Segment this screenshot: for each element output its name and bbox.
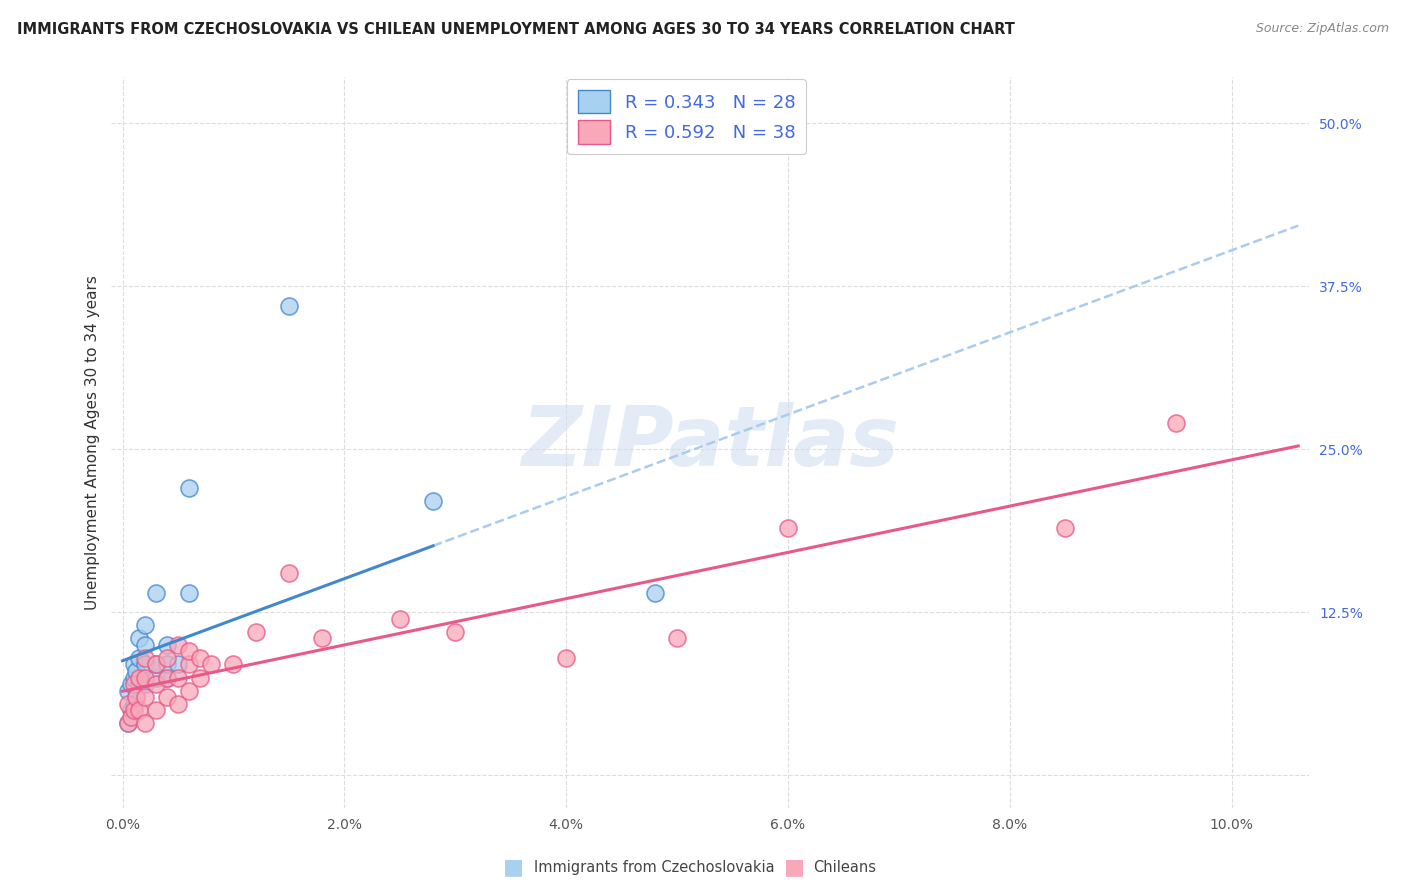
Point xyxy=(134,690,156,704)
Point xyxy=(122,677,145,691)
Point xyxy=(156,638,179,652)
Text: Immigrants from Czechoslovakia: Immigrants from Czechoslovakia xyxy=(534,860,775,874)
Text: ZIPatlas: ZIPatlas xyxy=(522,402,900,483)
Point xyxy=(422,494,444,508)
Point xyxy=(145,677,167,691)
Point xyxy=(1166,416,1188,430)
Point xyxy=(156,671,179,685)
Legend: R = 0.343   N = 28, R = 0.592   N = 38: R = 0.343 N = 28, R = 0.592 N = 38 xyxy=(567,79,806,154)
Point xyxy=(167,657,190,672)
Point xyxy=(776,520,799,534)
Text: Source: ZipAtlas.com: Source: ZipAtlas.com xyxy=(1256,22,1389,36)
Point xyxy=(134,716,156,731)
Point xyxy=(188,671,211,685)
Point xyxy=(117,716,139,731)
Point xyxy=(145,657,167,672)
Point xyxy=(644,585,666,599)
Y-axis label: Unemployment Among Ages 30 to 34 years: Unemployment Among Ages 30 to 34 years xyxy=(86,276,100,610)
Point xyxy=(277,299,299,313)
Point xyxy=(134,677,156,691)
Point xyxy=(167,638,190,652)
Point xyxy=(177,482,200,496)
Point xyxy=(222,657,245,672)
Point xyxy=(200,657,222,672)
Point xyxy=(156,671,179,685)
Text: ■: ■ xyxy=(503,857,523,877)
Point xyxy=(128,703,150,717)
Point xyxy=(117,683,139,698)
Point xyxy=(128,677,150,691)
Point xyxy=(122,657,145,672)
Point xyxy=(177,683,200,698)
Point xyxy=(277,566,299,581)
Point xyxy=(117,716,139,731)
Point xyxy=(156,651,179,665)
Point xyxy=(117,697,139,711)
Point xyxy=(128,651,150,665)
Point xyxy=(666,632,689,646)
Point xyxy=(555,651,578,665)
Point xyxy=(125,664,148,678)
Point xyxy=(188,651,211,665)
Point xyxy=(145,703,167,717)
Point xyxy=(388,612,411,626)
Point xyxy=(444,624,467,639)
Point xyxy=(122,697,145,711)
Point xyxy=(125,690,148,704)
Point xyxy=(134,618,156,632)
Text: IMMIGRANTS FROM CZECHOSLOVAKIA VS CHILEAN UNEMPLOYMENT AMONG AGES 30 TO 34 YEARS: IMMIGRANTS FROM CZECHOSLOVAKIA VS CHILEA… xyxy=(17,22,1015,37)
Point xyxy=(134,638,156,652)
Point xyxy=(145,657,167,672)
Point xyxy=(145,671,167,685)
Point xyxy=(125,690,148,704)
Point xyxy=(122,703,145,717)
Point xyxy=(156,690,179,704)
Point xyxy=(134,657,156,672)
Point xyxy=(167,671,190,685)
Point xyxy=(177,585,200,599)
Point xyxy=(120,703,142,717)
Point xyxy=(311,632,333,646)
Point xyxy=(167,697,190,711)
Point xyxy=(177,644,200,658)
Point xyxy=(177,657,200,672)
Point xyxy=(134,671,156,685)
Point xyxy=(128,632,150,646)
Point xyxy=(1054,520,1077,534)
Point xyxy=(245,624,267,639)
Point xyxy=(122,671,145,685)
Point xyxy=(120,677,142,691)
Point xyxy=(145,585,167,599)
Text: Chileans: Chileans xyxy=(813,860,876,874)
Point xyxy=(128,671,150,685)
Point xyxy=(134,651,156,665)
Point xyxy=(120,709,142,723)
Point xyxy=(156,657,179,672)
Text: ■: ■ xyxy=(785,857,804,877)
